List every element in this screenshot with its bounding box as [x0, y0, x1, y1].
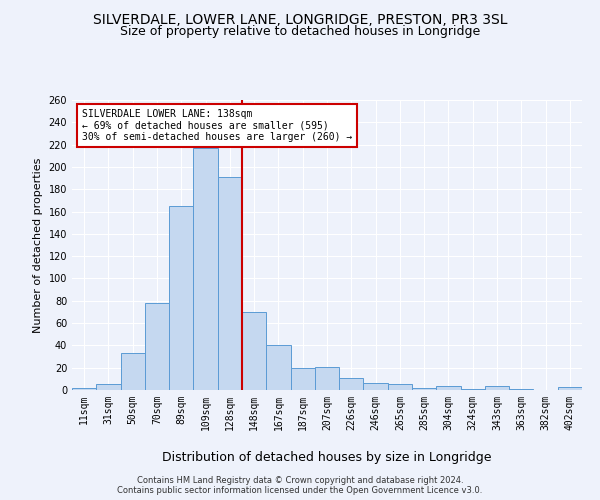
Bar [169, 206, 193, 390]
Bar [218, 177, 242, 390]
Bar [266, 346, 290, 390]
Text: Size of property relative to detached houses in Longridge: Size of property relative to detached ho… [120, 25, 480, 38]
Bar [509, 389, 533, 390]
Bar [558, 386, 582, 390]
Bar [96, 384, 121, 390]
Bar [388, 384, 412, 390]
Bar [461, 389, 485, 390]
Bar [290, 368, 315, 390]
Text: SILVERDALE, LOWER LANE, LONGRIDGE, PRESTON, PR3 3SL: SILVERDALE, LOWER LANE, LONGRIDGE, PREST… [93, 12, 507, 26]
Bar [315, 366, 339, 390]
Bar [121, 353, 145, 390]
Text: SILVERDALE LOWER LANE: 138sqm
← 69% of detached houses are smaller (595)
30% of : SILVERDALE LOWER LANE: 138sqm ← 69% of d… [82, 108, 352, 142]
Bar [364, 384, 388, 390]
Text: Distribution of detached houses by size in Longridge: Distribution of detached houses by size … [162, 451, 492, 464]
Bar [339, 378, 364, 390]
Bar [242, 312, 266, 390]
Bar [412, 388, 436, 390]
Bar [145, 303, 169, 390]
Bar [436, 386, 461, 390]
Bar [193, 148, 218, 390]
Bar [485, 386, 509, 390]
Text: Contains HM Land Registry data © Crown copyright and database right 2024.
Contai: Contains HM Land Registry data © Crown c… [118, 476, 482, 495]
Y-axis label: Number of detached properties: Number of detached properties [33, 158, 43, 332]
Bar [72, 388, 96, 390]
